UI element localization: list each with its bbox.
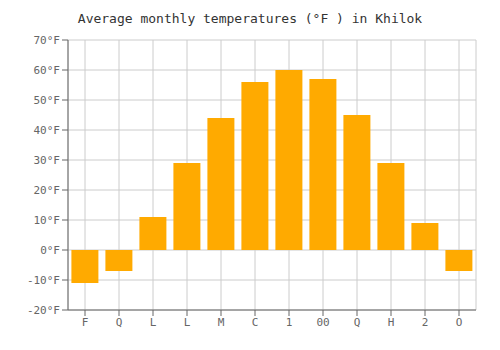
svg-text:60°F: 60°F: [34, 64, 61, 77]
svg-text:Q: Q: [116, 316, 123, 329]
svg-text:M: M: [218, 316, 225, 329]
svg-text:10°F: 10°F: [34, 214, 61, 227]
svg-text:L: L: [184, 316, 191, 329]
svg-text:F: F: [82, 316, 89, 329]
svg-text:20°F: 20°F: [34, 184, 61, 197]
svg-text:00: 00: [316, 316, 329, 329]
svg-text:C: C: [252, 316, 259, 329]
svg-text:50°F: 50°F: [34, 94, 61, 107]
svg-text:-10°F: -10°F: [27, 274, 60, 287]
html-text:Average monthly temperatures (: Average monthly temperatures (°F ) in Kh…: [77, 11, 423, 26]
svg-text:30°F: 30°F: [34, 154, 61, 167]
svg-text:70°F: 70°F: [34, 34, 61, 47]
svg-text:1: 1: [286, 316, 293, 329]
svg-text:2: 2: [422, 316, 429, 329]
svg-text:0°F: 0°F: [40, 244, 60, 257]
svg-text:H: H: [388, 316, 395, 329]
svg-text:L: L: [150, 316, 157, 329]
svg-text:40°F: 40°F: [34, 124, 61, 137]
svg-text:O: O: [456, 316, 463, 329]
svg-text:Q: Q: [354, 316, 361, 329]
svg-text:-20°F: -20°F: [27, 304, 60, 317]
